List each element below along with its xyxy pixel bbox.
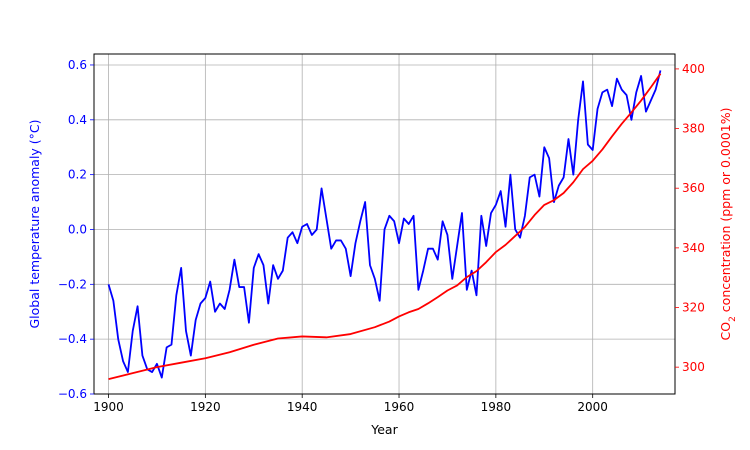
x-tick-label: 2000 bbox=[577, 400, 608, 414]
plot-frame bbox=[93, 53, 676, 395]
x-tick-label: 1960 bbox=[384, 400, 415, 414]
y-axis-left-label: Global temperature anomaly (°C) bbox=[27, 119, 42, 328]
x-tick-label: 1940 bbox=[287, 400, 318, 414]
y-left-tick-label: −0.4 bbox=[58, 332, 87, 346]
y-axis-right-label: CO2 concentration (ppm or 0.0001%) bbox=[718, 108, 738, 341]
y-left-tick-label: 0.6 bbox=[68, 58, 87, 72]
series-layer bbox=[107, 70, 662, 380]
y-left-tick-label: −0.6 bbox=[58, 387, 87, 401]
ticks-layer: 1900 1920 1940 1960 1980 2000 −0.6 −0.4 −0.2 0.0 0… bbox=[58, 58, 705, 414]
x-axis-label: Year bbox=[370, 422, 398, 437]
y-right-tick-label: 380 bbox=[682, 122, 705, 136]
x-tick-label: 1900 bbox=[93, 400, 124, 414]
y-left-tick-label: 0.0 bbox=[68, 222, 87, 236]
y-left-tick-label: 0.2 bbox=[68, 168, 87, 182]
y-left-tick-label: −0.2 bbox=[58, 277, 87, 291]
grid bbox=[94, 54, 675, 395]
y-right-tick-label: 340 bbox=[682, 241, 705, 255]
y-right-tick-label: 360 bbox=[682, 181, 705, 195]
y-axis-right-label-prefix: CO bbox=[718, 322, 733, 341]
x-tick-label: 1920 bbox=[190, 400, 221, 414]
y-right-tick-label: 400 bbox=[682, 62, 705, 76]
y-right-tick-label: 300 bbox=[682, 360, 705, 374]
y-axis-right-label-suffix: concentration (ppm or 0.0001%) bbox=[718, 108, 733, 317]
y-right-tick-label: 320 bbox=[682, 301, 705, 315]
temperature-anomaly-line bbox=[107, 70, 662, 379]
co2-concentration-line bbox=[108, 73, 662, 380]
x-tick-label: 1980 bbox=[481, 400, 512, 414]
y-axis-right-label-subscript: 2 bbox=[728, 316, 738, 322]
y-left-tick-label: 0.4 bbox=[68, 113, 87, 127]
